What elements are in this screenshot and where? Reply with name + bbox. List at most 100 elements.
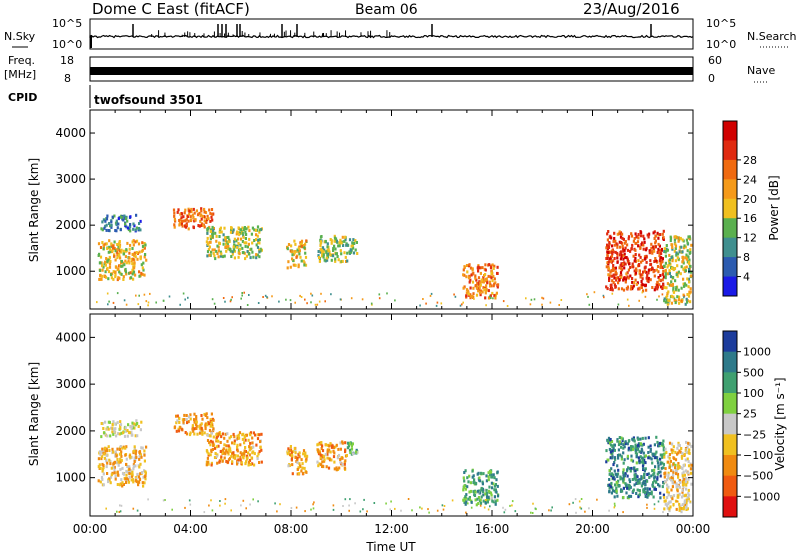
echo-cell bbox=[117, 473, 120, 477]
echo-cell bbox=[105, 242, 108, 246]
echo-cell bbox=[436, 301, 439, 304]
echo-cell bbox=[475, 286, 478, 290]
echo-cell bbox=[363, 498, 365, 501]
echo-cell bbox=[655, 435, 658, 439]
colorbar-swatch bbox=[723, 276, 737, 297]
echo-cell bbox=[258, 255, 261, 259]
echo-cell bbox=[572, 501, 574, 504]
colorbar-tick-label: 500 bbox=[743, 366, 764, 379]
echo-cell bbox=[655, 268, 658, 272]
echo-cell bbox=[680, 507, 684, 510]
echo-cell bbox=[210, 463, 213, 467]
echo-cell bbox=[238, 247, 242, 251]
echo-cell bbox=[255, 253, 258, 257]
echo-cell bbox=[631, 437, 634, 441]
echo-cell bbox=[200, 422, 203, 426]
echo-cell bbox=[249, 463, 252, 466]
echo-cell bbox=[212, 252, 215, 255]
echo-cell bbox=[687, 277, 690, 281]
echo-cell bbox=[361, 298, 364, 301]
echo-cell bbox=[657, 464, 660, 468]
echo-cell bbox=[321, 444, 324, 448]
echo-cell bbox=[330, 293, 332, 296]
echo-cell bbox=[496, 498, 499, 502]
echo-cell bbox=[681, 260, 684, 264]
echo-cell bbox=[476, 266, 479, 270]
echo-cell bbox=[632, 438, 636, 442]
echo-cell bbox=[491, 499, 494, 503]
echo-cell bbox=[182, 219, 185, 223]
echo-cell bbox=[323, 458, 326, 462]
echo-cell bbox=[326, 456, 329, 460]
echo-cell bbox=[678, 505, 681, 509]
echo-cell bbox=[680, 265, 683, 269]
echo-cell bbox=[195, 417, 198, 421]
echo-cell bbox=[477, 269, 480, 273]
echo-cell bbox=[188, 212, 191, 216]
echo-cell bbox=[322, 465, 325, 469]
echo-cell bbox=[257, 500, 259, 503]
echo-cell bbox=[631, 445, 634, 449]
echo-cell bbox=[666, 490, 669, 494]
echo-cell bbox=[644, 295, 647, 298]
echo-cell bbox=[610, 467, 613, 471]
echo-cell bbox=[371, 303, 373, 306]
echo-cell bbox=[258, 230, 261, 234]
echo-cell bbox=[136, 257, 139, 261]
echo-cell bbox=[101, 478, 104, 481]
echo-cell bbox=[344, 441, 347, 445]
echo-cell bbox=[620, 275, 623, 279]
echo-cell bbox=[332, 455, 336, 459]
echo-cell bbox=[621, 236, 624, 240]
colorbar-swatch bbox=[723, 372, 737, 394]
echo-cell bbox=[638, 253, 641, 257]
echo-cell bbox=[246, 250, 249, 253]
echo-cell bbox=[578, 500, 581, 503]
echo-cell bbox=[243, 251, 246, 255]
echo-cell bbox=[637, 437, 640, 441]
echo-cell bbox=[216, 434, 220, 438]
echo-cell bbox=[138, 294, 140, 297]
echo-cell bbox=[175, 429, 178, 433]
echo-cell bbox=[680, 447, 683, 450]
echo-cell bbox=[605, 265, 608, 269]
echo-cell bbox=[351, 452, 354, 456]
echo-cell bbox=[667, 460, 670, 464]
echo-cell bbox=[304, 451, 307, 455]
echo-cell bbox=[622, 288, 626, 292]
colorbar-swatch bbox=[723, 257, 737, 278]
echo-cell bbox=[657, 242, 660, 246]
echo-cell bbox=[256, 225, 260, 229]
echo-cell bbox=[328, 457, 331, 461]
echo-cell bbox=[116, 243, 119, 246]
echo-cell bbox=[664, 272, 667, 276]
echo-cell bbox=[209, 237, 212, 241]
echo-cell bbox=[125, 477, 128, 481]
echo-cell bbox=[680, 495, 684, 499]
echo-cell bbox=[613, 448, 616, 452]
echo-cell bbox=[627, 268, 630, 272]
echo-cell bbox=[131, 478, 134, 482]
colorbar-swatch bbox=[723, 159, 737, 180]
echo-cell bbox=[143, 449, 146, 453]
echo-cell bbox=[118, 249, 121, 253]
echo-cell bbox=[487, 471, 490, 475]
echo-cell bbox=[652, 248, 655, 252]
nave-label: Nave bbox=[747, 64, 775, 77]
echo-cell bbox=[605, 449, 608, 453]
echo-cell bbox=[126, 465, 129, 468]
velocity-echoes bbox=[97, 412, 693, 514]
nave-band bbox=[90, 67, 693, 75]
echo-cell bbox=[119, 445, 122, 448]
echo-cell bbox=[492, 297, 494, 300]
echo-cell bbox=[204, 211, 208, 214]
echo-cell bbox=[104, 449, 107, 453]
echo-cell bbox=[493, 498, 497, 502]
echo-cell bbox=[133, 251, 136, 255]
echo-cell bbox=[187, 420, 190, 424]
echo-cell bbox=[618, 436, 621, 439]
echo-cell bbox=[616, 454, 620, 457]
echo-cell bbox=[185, 223, 188, 227]
nsky-frame bbox=[89, 18, 694, 50]
echo-cell bbox=[134, 464, 137, 468]
